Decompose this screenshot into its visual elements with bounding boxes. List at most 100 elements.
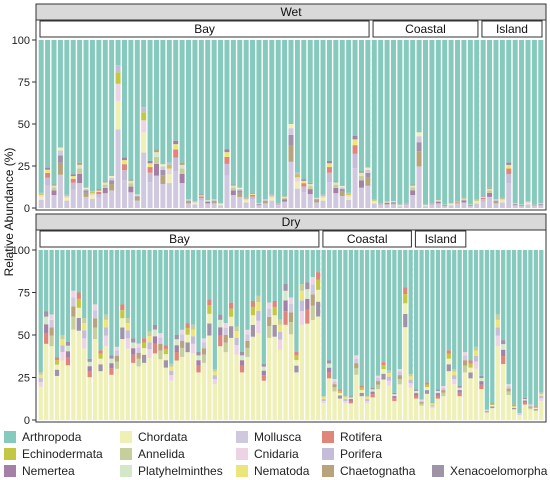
bar-segment-chaetognatha xyxy=(410,184,416,186)
bar xyxy=(446,250,451,420)
bar-segment-mollusca xyxy=(480,201,486,208)
bar-segment-cnidaria xyxy=(321,400,326,404)
legend-swatch xyxy=(236,431,248,443)
bar-segment-rotifera xyxy=(224,156,230,164)
bar-segment-xenacoelomorpha xyxy=(288,134,294,145)
bar-segment-mollusca xyxy=(250,199,256,208)
bar-segment-rotifera xyxy=(196,365,201,373)
bar-segment-rotifera xyxy=(455,202,461,203)
bar-segment-chaetognatha xyxy=(230,184,236,186)
bar-segment-porifera xyxy=(147,342,152,350)
bar-segment-nemertea xyxy=(333,187,339,194)
bar-segment-cnidaria xyxy=(212,379,217,385)
bar-segment-arthropoda xyxy=(237,40,243,188)
bar-segment-porifera xyxy=(250,196,256,200)
bar-segment-echinodermata xyxy=(468,363,473,368)
bar xyxy=(169,250,174,420)
legend-item-cnidaria: Cnidaria xyxy=(236,447,299,461)
legend-item-mollusca: Mollusca xyxy=(236,430,301,444)
bar-segment-arthropoda xyxy=(230,40,236,185)
bar-segment-cnidaria xyxy=(60,352,65,361)
bar-segment-rotifera xyxy=(45,172,51,178)
bar-segment-arthropoda xyxy=(539,250,544,393)
bar-segment-cnidaria xyxy=(103,335,109,347)
bar-segment-chaetognatha xyxy=(493,201,499,204)
bar-segment-arthropoda xyxy=(359,250,364,386)
bar-segment-rotifera xyxy=(468,360,473,364)
bar-segment-arthropoda xyxy=(337,250,343,390)
legend-swatch xyxy=(322,465,334,477)
bar-segment-xenacoelomorpha xyxy=(435,389,441,391)
bar-segment-porifera xyxy=(506,173,512,184)
bar xyxy=(310,250,315,420)
bar-segment-arthropoda xyxy=(256,40,262,203)
bar-segment-arthropoda xyxy=(294,40,300,173)
bar-segment-chordata xyxy=(314,197,320,199)
bar xyxy=(314,40,320,208)
bar-segment-platyhelminthes xyxy=(282,196,288,198)
bar-segment-chaetognatha xyxy=(114,355,120,362)
bar-segment-platyhelminthes xyxy=(44,316,49,325)
bar-segment-arthropoda xyxy=(499,40,505,198)
bar-segment-mollusca xyxy=(410,195,416,208)
bar-segment-nematoda xyxy=(70,176,76,179)
bar xyxy=(120,250,125,420)
panel-wet: Wet 0 25 50 75 100 Bay Coastal Island xyxy=(12,3,547,215)
bar-segment-echinodermata xyxy=(525,201,531,203)
bar xyxy=(429,40,435,208)
bar-segment-nemertea xyxy=(283,300,288,312)
bar-segment-cnidaria xyxy=(223,323,228,328)
bar-segment-mollusca xyxy=(57,174,63,208)
bar-segment-annelida xyxy=(495,314,500,320)
bar-segment-arthropoda xyxy=(153,40,159,150)
bar-segment-porifera xyxy=(64,194,70,196)
bar-segment-arthropoda xyxy=(245,250,250,330)
bar xyxy=(506,250,511,420)
bar-segment-xenacoelomorpha xyxy=(414,389,419,391)
bar-segment-annelida xyxy=(51,187,57,191)
bar-segment-chordata xyxy=(288,124,294,129)
bar-segment-chordata xyxy=(98,371,103,420)
bar-segment-chaetognatha xyxy=(201,348,207,355)
bar-segment-arthropoda xyxy=(38,40,44,193)
bar-segment-porifera xyxy=(517,414,522,415)
bar-segment-annelida xyxy=(452,369,457,372)
bar-segment-nemertea xyxy=(352,135,358,140)
bar-segment-cnidaria xyxy=(256,320,261,334)
bar xyxy=(160,40,166,208)
bar-segment-arthropoda xyxy=(316,250,321,273)
bar-segment-arthropoda xyxy=(416,40,422,133)
legend-item-arthropoda: Arthropoda xyxy=(4,430,81,444)
bar xyxy=(370,250,375,420)
bar xyxy=(128,40,134,208)
bar-segment-mollusca xyxy=(310,284,315,295)
bar-segment-arthropoda xyxy=(430,250,435,403)
bar-segment-chordata xyxy=(408,387,413,420)
bar-segment-nematoda xyxy=(198,195,204,197)
bar-segment-chaetognatha xyxy=(134,197,140,201)
bar-segment-arthropoda xyxy=(218,40,224,203)
y-tick-label: 25 xyxy=(18,373,30,385)
bar-segment-porifera xyxy=(495,327,500,336)
bar-segment-chordata xyxy=(158,359,163,420)
bar-segment-cnidaria xyxy=(64,196,70,198)
bar xyxy=(218,250,223,420)
bar-segment-rotifera xyxy=(429,203,435,205)
bar-segment-chordata xyxy=(326,378,332,420)
bar-segment-rotifera xyxy=(173,149,179,158)
bar xyxy=(141,40,147,208)
bar-segment-chaetognatha xyxy=(179,162,185,165)
bar-segment-arthropoda xyxy=(102,40,108,182)
bar-segment-mollusca xyxy=(237,196,243,208)
bar-segment-rotifera xyxy=(207,299,212,306)
bar-segment-chordata xyxy=(511,409,517,420)
bar-segment-arthropoda xyxy=(474,40,480,200)
bar-segment-chaetognatha xyxy=(186,201,192,204)
bar-segment-chordata xyxy=(371,201,377,204)
bar-segment-chordata xyxy=(82,348,87,420)
bar-segment-xenacoelomorpha xyxy=(239,352,245,356)
bar-segment-nematoda xyxy=(121,160,127,165)
bar-segment-cnidaria xyxy=(288,297,294,304)
bar xyxy=(70,40,76,208)
bar-segment-chordata xyxy=(125,348,130,420)
